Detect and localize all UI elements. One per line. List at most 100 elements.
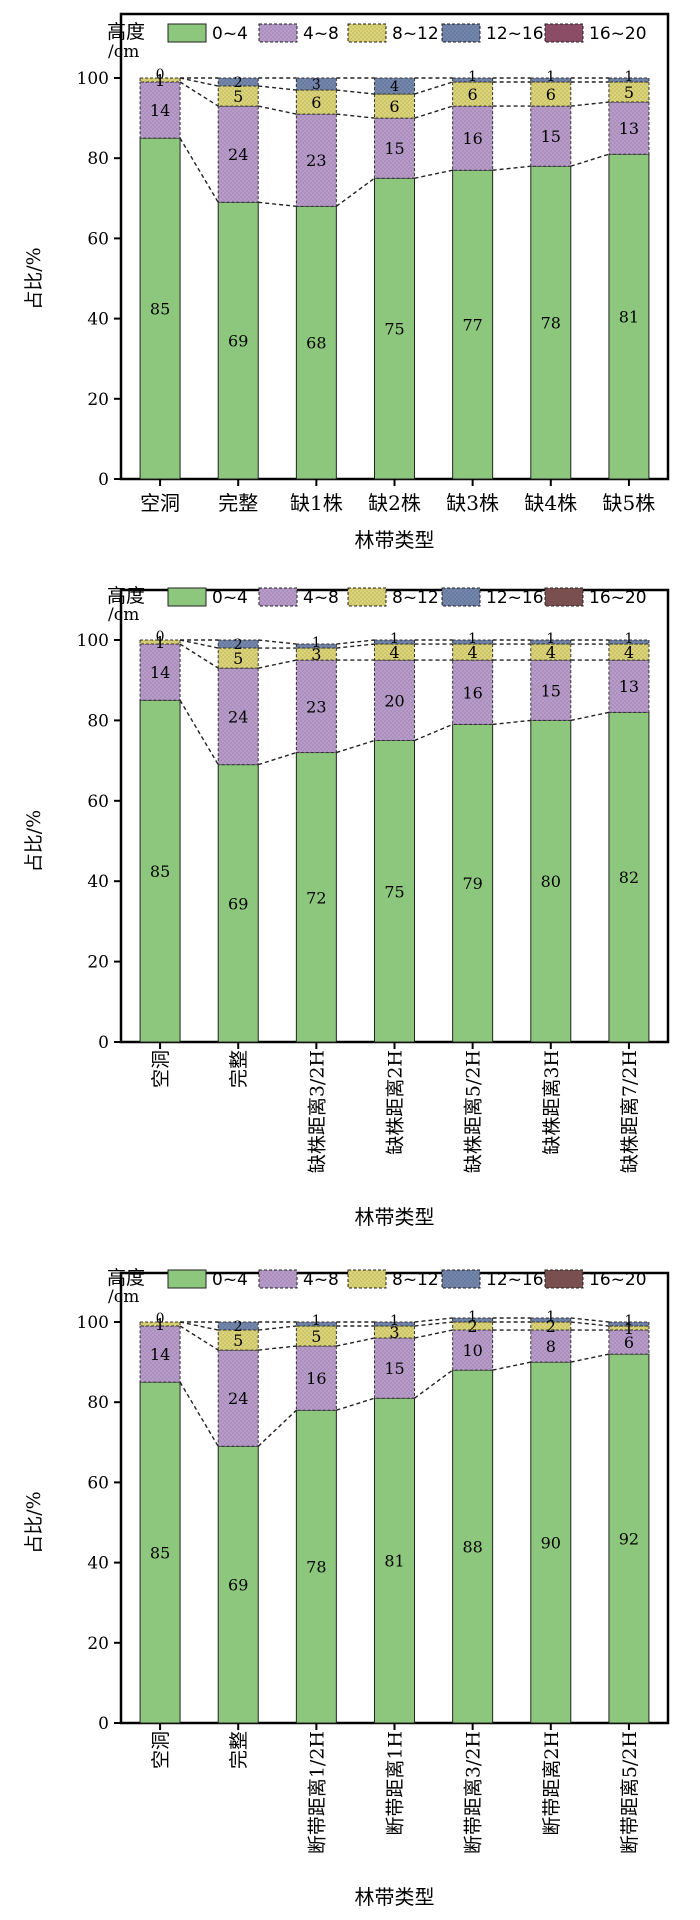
connector-line (336, 89, 375, 95)
data-label-8-12: 5 (233, 649, 243, 668)
data-label-4-8: 15 (541, 681, 561, 700)
category-label: 完整 (228, 1050, 250, 1088)
bar-segment-4-8 (608, 659, 650, 713)
connector-line (336, 643, 375, 649)
bar-segment-4-8 (452, 1329, 494, 1371)
legend-swatch-16-20 (544, 587, 584, 607)
connector-line (258, 751, 297, 766)
y-tick-label: 100 (77, 1313, 109, 1333)
category-label: 缺1株 (290, 491, 343, 515)
y-tick-label: 0 (98, 1714, 109, 1734)
data-label-4-8: 15 (541, 127, 561, 146)
data-label-4-8: 14 (150, 663, 170, 682)
bar-segment-4-8 (374, 117, 415, 179)
bar-segment-12-16 (374, 77, 415, 95)
data-label-12-16: 2 (234, 75, 243, 91)
legend-label-4-8: 4~8 (303, 588, 339, 608)
data-label-12-16: 1 (624, 631, 633, 647)
connector-line (414, 105, 453, 119)
category-label: 缺株距离3/2H (306, 1050, 328, 1173)
legend-label-12-16: 12~16 (486, 588, 544, 608)
connector-line (335, 177, 375, 207)
legend-swatch-12-16 (441, 587, 481, 607)
x-axis-label: 林带类型 (355, 1205, 435, 1229)
data-label-4-8: 14 (150, 101, 170, 120)
data-label-12-16: 2 (234, 1319, 243, 1335)
connector-line (258, 105, 297, 115)
connector-line (257, 1409, 297, 1447)
category-label: 空洞 (150, 1050, 172, 1088)
legend-label-4-8: 4~8 (303, 24, 339, 44)
bar-segment-12-16 (374, 1321, 415, 1327)
data-label-4-8: 13 (619, 119, 639, 138)
data-label-0-4: 90 (541, 1534, 561, 1553)
category-label: 断带距离3/2H (463, 1731, 485, 1854)
y-tick-label: 60 (87, 792, 109, 812)
legend-label-12-16: 12~16 (486, 1270, 544, 1290)
connector-line (179, 1325, 219, 1351)
y-tick-label: 0 (98, 1033, 109, 1053)
y-tick-label: 100 (77, 631, 109, 651)
connector-line (179, 1381, 219, 1447)
bar-segment-4-8 (608, 101, 650, 155)
connector-line (414, 169, 453, 179)
legend-swatch-16-20 (544, 23, 584, 43)
data-label-8-12: 1 (624, 1319, 634, 1338)
data-label-0-4: 77 (462, 316, 482, 335)
bar-segment-12-16 (295, 643, 337, 649)
data-label-8-12: 4 (468, 643, 478, 662)
data-label-12-16: 1 (312, 635, 321, 651)
y-tick-label: 20 (87, 1634, 109, 1654)
bar-segment-0-4 (608, 153, 650, 480)
data-label-0-4: 68 (306, 334, 326, 353)
bar-segment-12-16 (530, 639, 572, 645)
bar-segment-4-8 (295, 113, 337, 207)
data-label-8-12: 2 (468, 1317, 478, 1336)
legend-label-8-12: 8~12 (392, 1270, 439, 1290)
data-label-12-16: 4 (390, 79, 399, 95)
connector-line (179, 137, 219, 203)
bar-segment-4-8 (139, 643, 181, 701)
legend-label-8-12: 8~12 (392, 588, 439, 608)
y-tick-label: 80 (87, 149, 109, 169)
data-label-12-16: 3 (312, 77, 321, 93)
bar-segment-8-12 (452, 81, 494, 107)
data-label-0-4: 75 (384, 882, 404, 901)
data-label-0-4: 81 (619, 308, 639, 327)
data-label-8-12: 3 (311, 645, 321, 664)
data-label-4-8: 13 (619, 677, 639, 696)
category-label: 缺5株 (603, 491, 656, 515)
category-label: 缺株距离2H (385, 1050, 407, 1155)
bar-segment-12-16 (295, 1321, 337, 1327)
legend-label-0-4: 0~4 (212, 1270, 248, 1290)
data-label-0-4: 88 (462, 1538, 482, 1557)
connector-line (336, 113, 375, 119)
connector-line (258, 85, 297, 91)
legend: 高度/cm 0~4 4~8 8~12 12~16 16~20 (107, 585, 647, 625)
data-label-12-16: 0 (156, 1311, 165, 1327)
legend-swatch-4-8 (258, 1269, 298, 1289)
connector-line (414, 1317, 453, 1323)
category-label: 缺株距离3H (541, 1050, 563, 1155)
connector-line (336, 739, 375, 754)
connector-line (414, 81, 453, 95)
legend-title: 高度 (107, 21, 145, 43)
data-label-4-8: 14 (150, 1345, 170, 1364)
legend: 高度/cm 0~4 4~8 8~12 12~16 16~20 (107, 21, 647, 62)
connector-line (336, 1397, 375, 1411)
bar-segment-4-8 (139, 81, 181, 139)
connector-line (414, 1321, 453, 1327)
y-tick-label: 60 (87, 1473, 109, 1493)
data-label-8-12: 4 (624, 643, 634, 662)
data-label-12-16: 1 (390, 631, 399, 647)
data-label-12-16: 1 (624, 1313, 633, 1329)
bar-segment-12-16 (608, 77, 650, 83)
legend-unit: /cm (108, 42, 139, 62)
bar-segment-0-4 (530, 719, 572, 1043)
bar-segment-12-16 (530, 77, 572, 83)
y-tick-label: 40 (87, 310, 109, 330)
category-label: 缺3株 (446, 491, 499, 515)
legend-swatch-16-20 (544, 1269, 584, 1289)
x-axis-label: 林带类型 (355, 528, 435, 552)
